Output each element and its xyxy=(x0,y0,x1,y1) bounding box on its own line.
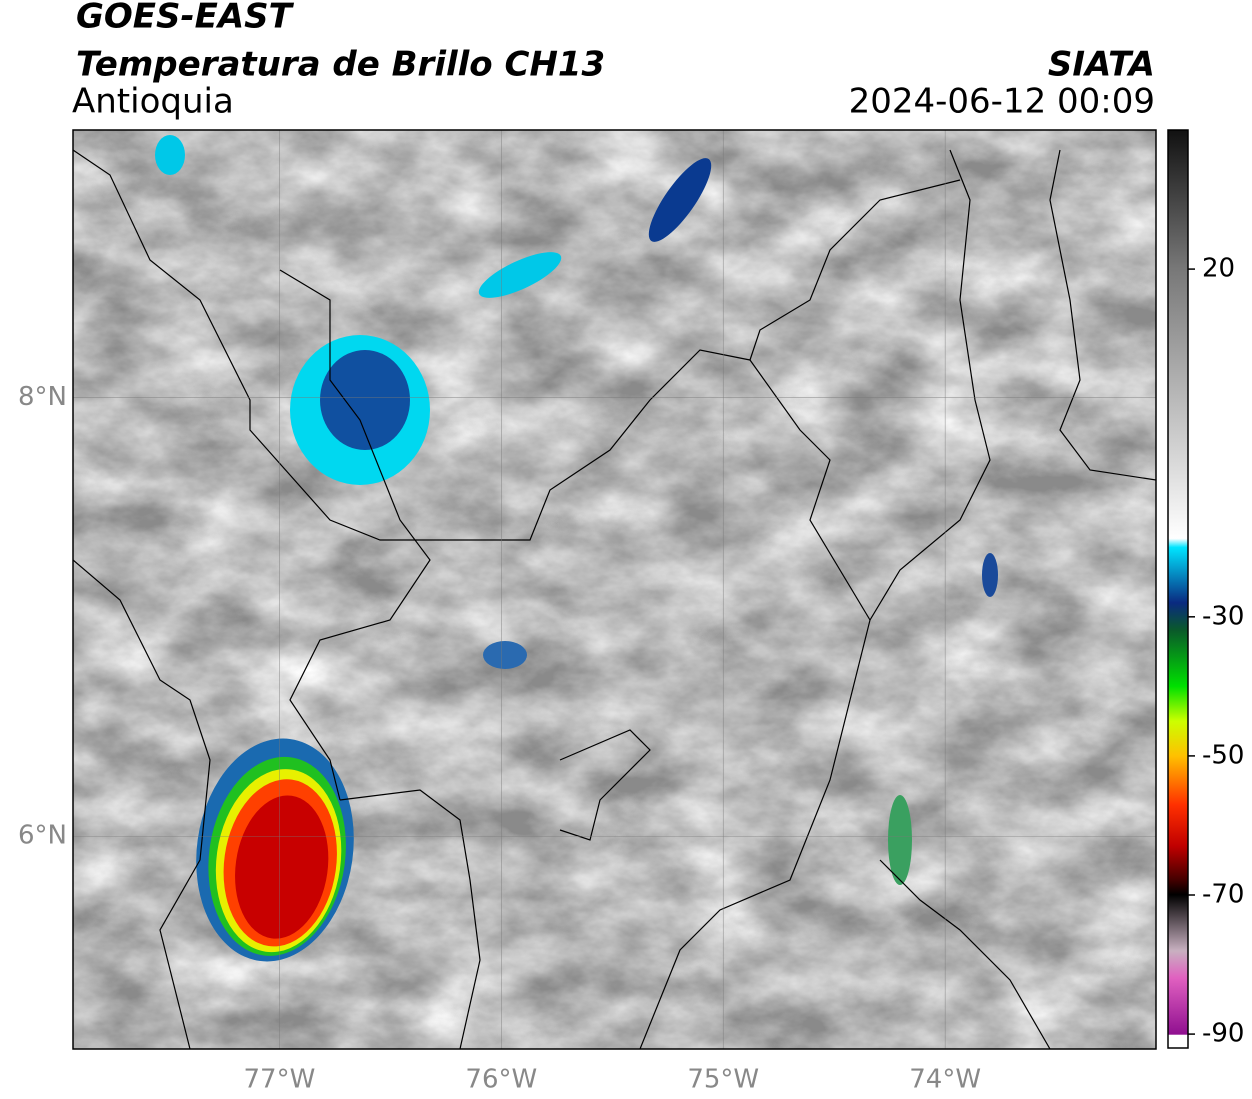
colorbar-tick-label: -70 xyxy=(1202,880,1244,910)
x-tick-label: 77°W xyxy=(243,1065,315,1095)
title: GOES-EAST xyxy=(76,0,295,37)
colorbar-tick-label: -30 xyxy=(1202,601,1244,631)
ticks: 77°W 76°W 75°W 74°W 8°N 6°N xyxy=(18,382,981,1094)
source: SIATA xyxy=(1048,45,1155,85)
y-tick-label: 6°N xyxy=(18,821,67,851)
x-tick-label: 75°W xyxy=(687,1065,759,1095)
colorbar-ticks: 20 -30 -50 -70 -90 xyxy=(1188,254,1244,1049)
map-frame xyxy=(72,129,1157,1050)
x-tick-label: 76°W xyxy=(465,1065,537,1095)
timestamp: 2024-06-12 00:09 xyxy=(849,82,1155,122)
colorbar-tick-label: 20 xyxy=(1202,254,1235,284)
subtitle: Temperatura de Brillo CH13 xyxy=(76,45,605,85)
colorbar-tick-label: -90 xyxy=(1202,1019,1244,1049)
colorbar xyxy=(1167,129,1189,1049)
map-image xyxy=(73,130,1156,1049)
convective-cells xyxy=(155,135,998,962)
graticule xyxy=(73,130,1156,1049)
x-tick-label: 74°W xyxy=(909,1065,981,1095)
region: Antioquia xyxy=(72,82,234,122)
y-tick-label: 8°N xyxy=(18,382,67,412)
colorbar-tick-label: -50 xyxy=(1202,740,1244,770)
borders xyxy=(73,149,1156,1049)
